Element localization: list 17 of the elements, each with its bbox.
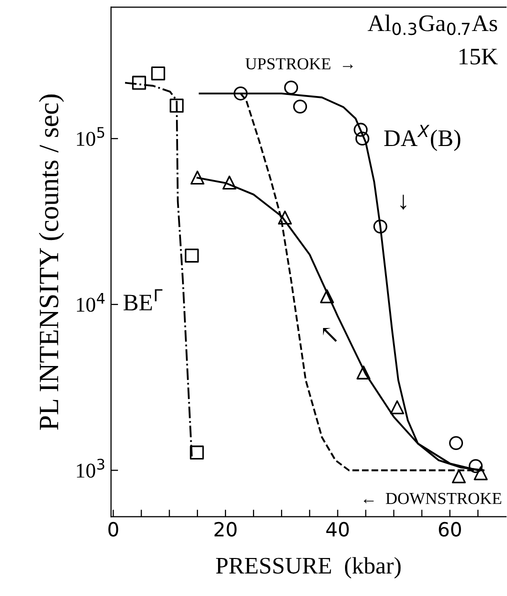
x-axis-title: PRESSURE (kbar) (216, 557, 401, 578)
y-tick-label: 10$^{5}$ (76, 127, 104, 146)
x-tick-label: 40 (326, 522, 349, 537)
y-tick-label: 10$^{4}$ (76, 292, 105, 312)
annotation: 15K (460, 48, 498, 65)
x-tick-label: 0 (108, 522, 118, 537)
annotation: DA$^{X}$(B) (384, 124, 460, 152)
annotation: BE$^{Γ}$ (124, 289, 162, 310)
annotation: Al$_{0.3}$Ga$_{0.7}$As (368, 14, 498, 36)
x-tick-label: 60 (438, 522, 461, 537)
annotation: ← DOWNSTROKE (364, 492, 502, 504)
annotation: UPSTROKE → (245, 58, 353, 70)
x-tick-label: 20 (214, 522, 237, 537)
y-axis-title: PL INTENSITY (counts / sec) (38, 94, 64, 430)
annotation: ↓ (400, 194, 406, 210)
y-tick-label: 10$^{3}$ (76, 458, 104, 478)
annotation: ↖ (323, 328, 337, 342)
